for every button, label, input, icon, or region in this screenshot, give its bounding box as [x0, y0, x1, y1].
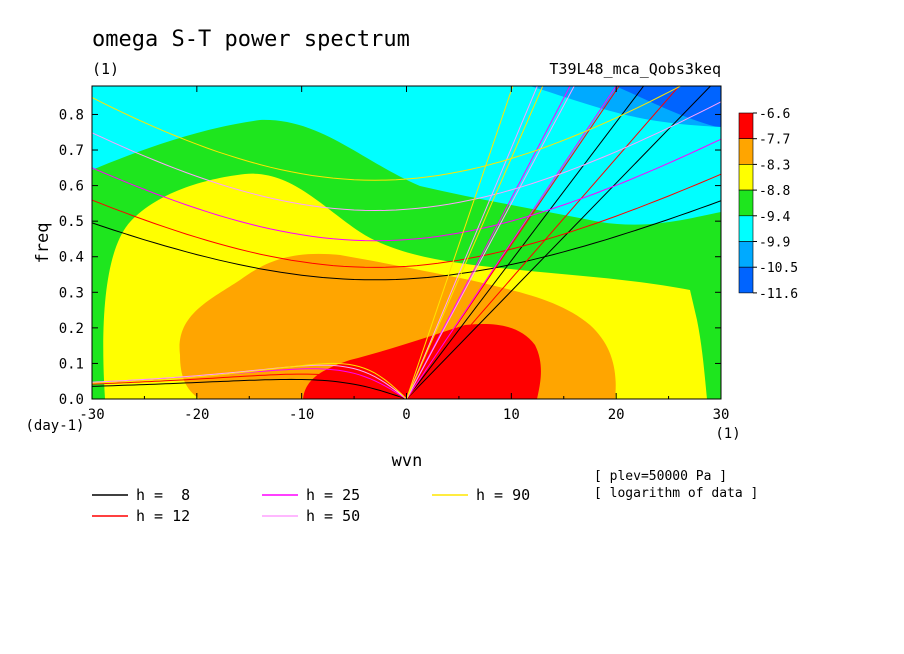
rossby-curve	[92, 373, 407, 399]
colorbar-label: -9.9	[759, 236, 790, 251]
legend-label: h = 90	[476, 486, 530, 504]
y-axis-unit: (day-1)	[25, 418, 84, 434]
kelvin-curve	[406, 86, 544, 399]
colorbar-segment	[738, 138, 754, 165]
x-tick-label: 30	[713, 407, 730, 423]
note-plev: [ plev=50000 Pa ]	[594, 469, 727, 484]
y-axis-label: freq	[33, 223, 53, 264]
kelvin-curve	[406, 86, 711, 399]
mixed-rossby-gravity-curve	[406, 86, 514, 399]
mixed-rossby-gravity-curve	[406, 86, 538, 399]
chart-title: omega S-T power spectrum	[92, 27, 410, 52]
x-tick-label: -20	[184, 407, 209, 423]
colorbar-label: -10.5	[759, 261, 798, 276]
colorbar-segment	[738, 164, 754, 191]
y-tick-label: 0.4	[59, 250, 84, 266]
y-tick-label: 0.2	[59, 321, 84, 337]
legend-label: h = 50	[306, 507, 360, 525]
colorbar-segment	[738, 112, 754, 140]
colorbar-label: -8.8	[759, 184, 790, 199]
colorbar: -6.6 -7.7 -8.3 -8.8 -9.4 -9.9 -10.5 -11.6	[738, 107, 798, 302]
legend-label: h = 8	[136, 486, 190, 504]
colorbar-label: -9.4	[759, 210, 790, 225]
colorbar-label: -11.6	[759, 287, 798, 302]
axes: -30 -20 -10 0 10 20 30 0.0 0.1 0.2 0.3 0.4 0.5 0.6 0.7…	[59, 86, 730, 423]
colorbar-label: -6.6	[759, 107, 790, 122]
legend-label: h = 12	[136, 507, 190, 525]
colorbar-segment	[738, 215, 754, 242]
y-tick-label: 0.5	[59, 214, 84, 230]
y-tick-label: 0.7	[59, 143, 84, 159]
inertia-gravity-curve	[92, 173, 721, 268]
legend: h = 8 h = 12 h = 25 h = 50 h = 90	[92, 486, 530, 525]
colorbar-segment	[738, 189, 754, 217]
y-tick-label: 0.8	[59, 107, 84, 123]
x-tick-label: -10	[289, 407, 314, 423]
dispersion-curves	[92, 86, 721, 399]
inertia-gravity-curve	[92, 86, 682, 181]
chart-subtitle: (1)	[92, 60, 119, 78]
inertia-gravity-curve	[92, 138, 721, 242]
x-axis-label: wvn	[392, 451, 423, 471]
contour-fill	[92, 86, 721, 399]
note-logarithm: [ logarithm of data ]	[594, 486, 758, 501]
x-tick-label: 20	[608, 407, 625, 423]
x-axis-unit: (1)	[715, 426, 740, 442]
kelvin-curve	[406, 86, 680, 399]
y-tick-label: 0.3	[59, 285, 84, 301]
rossby-curve	[92, 364, 407, 399]
colorbar-label: -8.3	[759, 158, 790, 173]
x-tick-label: -30	[79, 407, 104, 423]
rossby-curve	[92, 378, 407, 399]
y-tick-label: 0.0	[59, 392, 84, 408]
y-tick-label: 0.6	[59, 179, 84, 195]
rossby-curve	[92, 362, 407, 399]
run-label: T39L48_mca_Qobs3keq	[549, 60, 721, 78]
mixed-rossby-gravity-curve	[406, 86, 645, 399]
colorbar-segment	[738, 266, 754, 294]
x-tick-label: 0	[402, 407, 410, 423]
inertia-gravity-curve	[92, 101, 721, 212]
colorbar-label: -7.7	[759, 133, 790, 148]
y-tick-label: 0.1	[59, 356, 84, 372]
x-tick-label: 10	[503, 407, 520, 423]
colorbar-segment	[738, 241, 754, 268]
inertia-gravity-curve	[92, 200, 721, 281]
legend-label: h = 25	[306, 486, 360, 504]
mixed-rossby-gravity-curve	[406, 86, 571, 399]
kelvin-curve	[406, 86, 575, 399]
kelvin-curve	[406, 86, 617, 399]
